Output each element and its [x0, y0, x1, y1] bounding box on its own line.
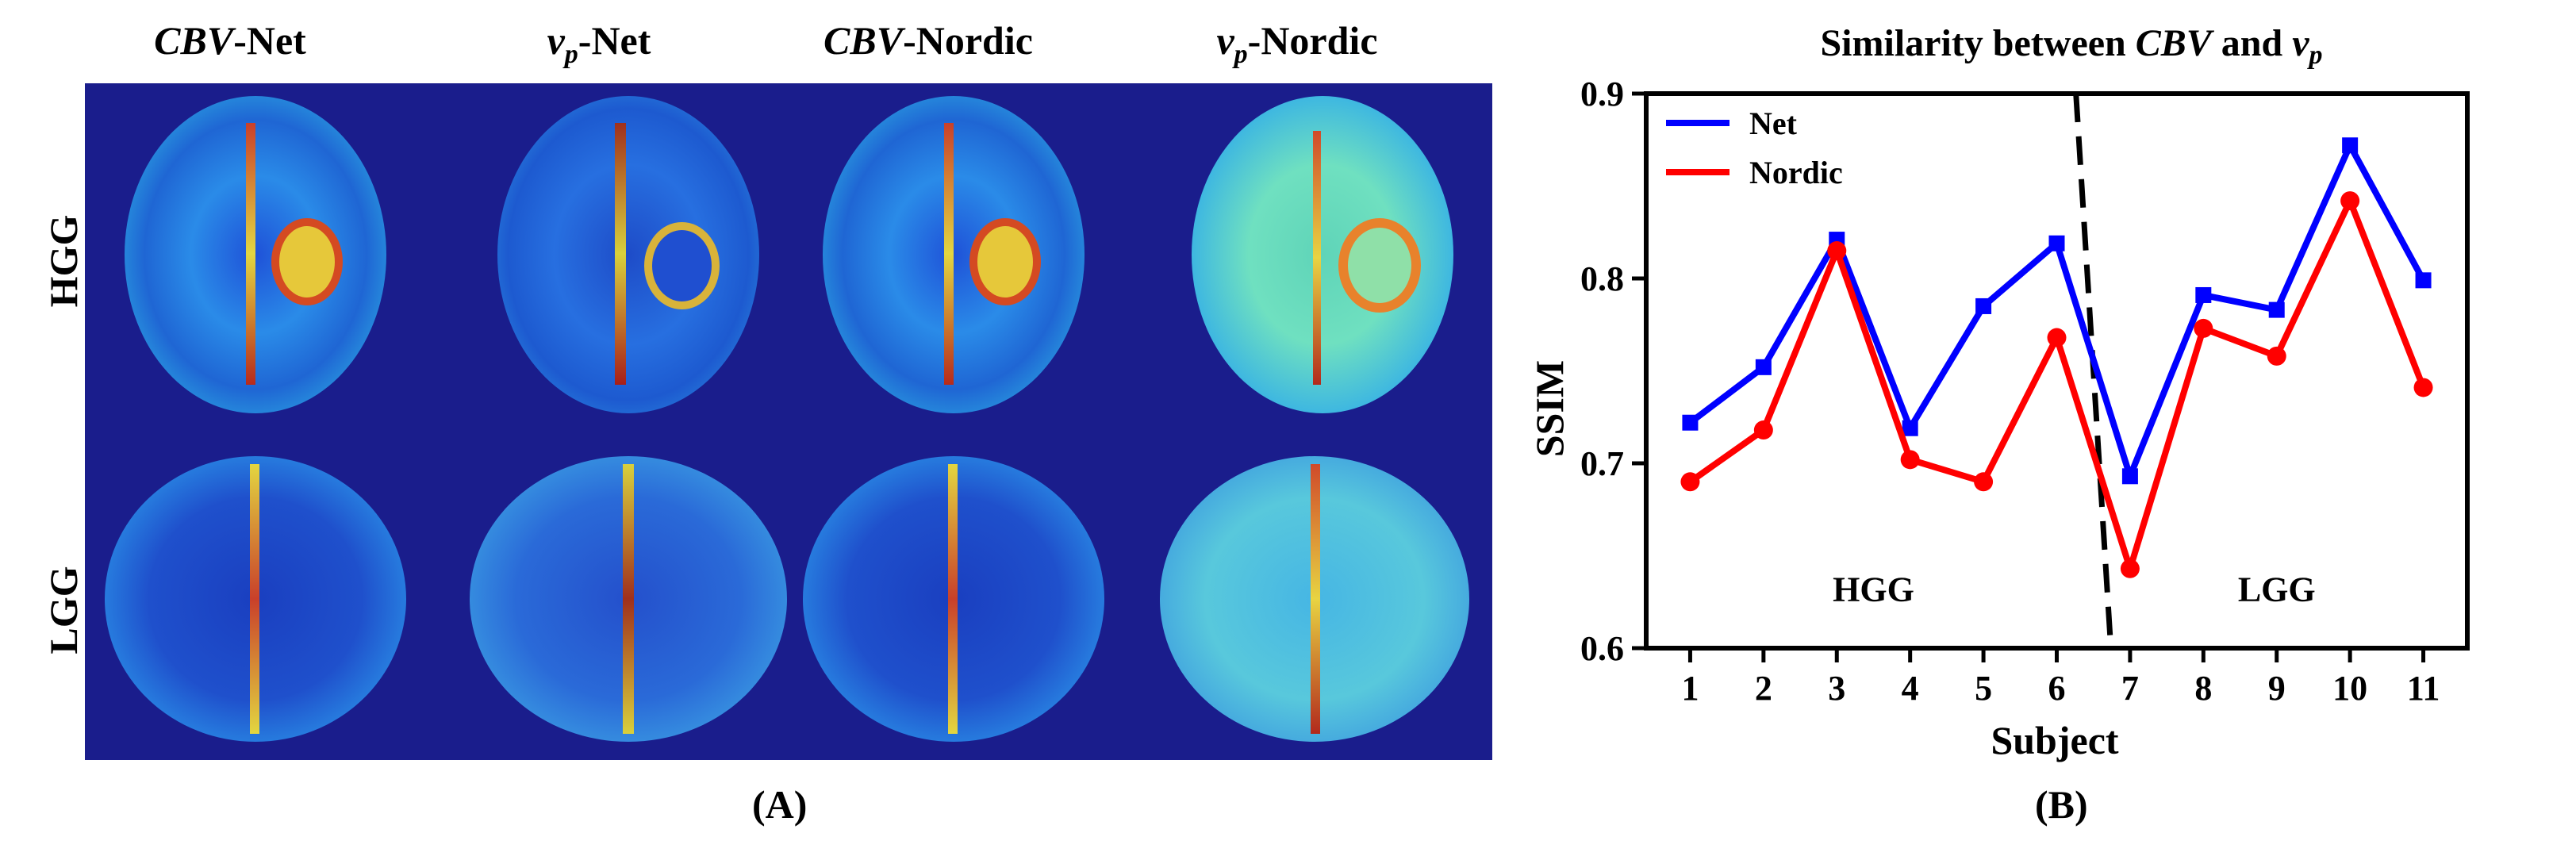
data-point-net [2121, 468, 2138, 485]
data-point-net [1755, 359, 1772, 375]
mri-image-montage [85, 83, 1492, 760]
x-tick-label: 5 [1975, 669, 1992, 708]
midline-lgg-cbv-net [250, 464, 259, 734]
brain-slice-hgg-cbv-nordic [823, 96, 1085, 413]
data-point-net [1682, 414, 1699, 431]
data-point-net [2195, 286, 2212, 303]
x-tick-label: 3 [1828, 669, 1845, 708]
data-point-nordic [2047, 328, 2067, 347]
x-tick-label: 2 [1755, 669, 1772, 708]
region-label-hgg: HGG [1833, 570, 1914, 608]
data-point-nordic [1900, 450, 1920, 470]
y-tick-label: 0.7 [1580, 444, 1624, 483]
data-point-nordic [1974, 472, 1994, 492]
data-point-nordic [2120, 559, 2140, 578]
midline-hgg-vp-nordic [1313, 131, 1321, 385]
data-point-nordic [2413, 378, 2433, 397]
midline-lgg-cbv-nordic [948, 464, 958, 734]
lesion-hgg-cbv-nordic [969, 218, 1041, 305]
x-tick-label: 7 [2121, 669, 2139, 708]
data-point-net [2415, 272, 2432, 289]
y-axis-label: SSIM [1527, 360, 1572, 457]
y-tick-label: 0.9 [1580, 75, 1624, 113]
x-tick-label: 10 [2332, 669, 2367, 708]
series-line-nordic [1688, 198, 2427, 572]
x-axis-label: Subject [1991, 718, 2118, 762]
midline-lgg-vp-nordic [1311, 464, 1320, 734]
data-point-net [2268, 301, 2285, 318]
y-tick-label: 0.6 [1580, 629, 1624, 668]
midline-lgg-vp-net [623, 464, 634, 734]
legend-label-nordic: Nordic [1749, 155, 1843, 190]
chart-title: Similarity between CBV and vp [1820, 22, 2322, 70]
data-point-net [1902, 420, 1918, 436]
data-point-nordic [1753, 420, 1773, 440]
x-tick-label: 9 [2268, 669, 2286, 708]
brain-slice-hgg-cbv-net [125, 96, 386, 413]
lesion-hgg-cbv-net [271, 218, 343, 305]
midline-hgg-cbv-net [246, 123, 255, 385]
column-title-vp-net: vp-Net [547, 18, 651, 69]
group-divider-line [2073, 93, 2114, 649]
data-point-nordic [2267, 346, 2286, 366]
midline-hgg-cbv-nordic [944, 123, 954, 385]
data-point-nordic [2340, 191, 2360, 211]
x-tick-label: 8 [2194, 669, 2212, 708]
region-label-lgg: LGG [2238, 570, 2316, 608]
panel-label-a: (A) [752, 782, 808, 827]
panel-label-b: (B) [2035, 782, 2088, 827]
x-tick-label: 4 [1902, 669, 1919, 708]
data-point-net [1975, 297, 1992, 314]
column-title-vp-nordic: vp-Nordic [1216, 18, 1378, 69]
data-point-net [2048, 235, 2065, 251]
column-title-cbv-nordic: CBV-Nordic [823, 18, 1033, 63]
y-tick-label: 0.8 [1580, 259, 1624, 298]
series-line-net [1688, 142, 2427, 480]
column-title-cbv-net: CBV-Net [154, 18, 306, 63]
x-tick-label: 1 [1681, 669, 1699, 708]
data-point-nordic [1827, 241, 1847, 261]
x-tick-label: 11 [2407, 669, 2440, 708]
legend-label-net: Net [1749, 106, 1798, 141]
lesion-hgg-vp-net [644, 222, 720, 309]
midline-hgg-vp-net [615, 123, 626, 385]
data-point-nordic [2194, 318, 2213, 338]
data-point-net [2342, 137, 2359, 154]
x-tick-label: 6 [2048, 669, 2066, 708]
data-point-nordic [1680, 472, 1700, 492]
